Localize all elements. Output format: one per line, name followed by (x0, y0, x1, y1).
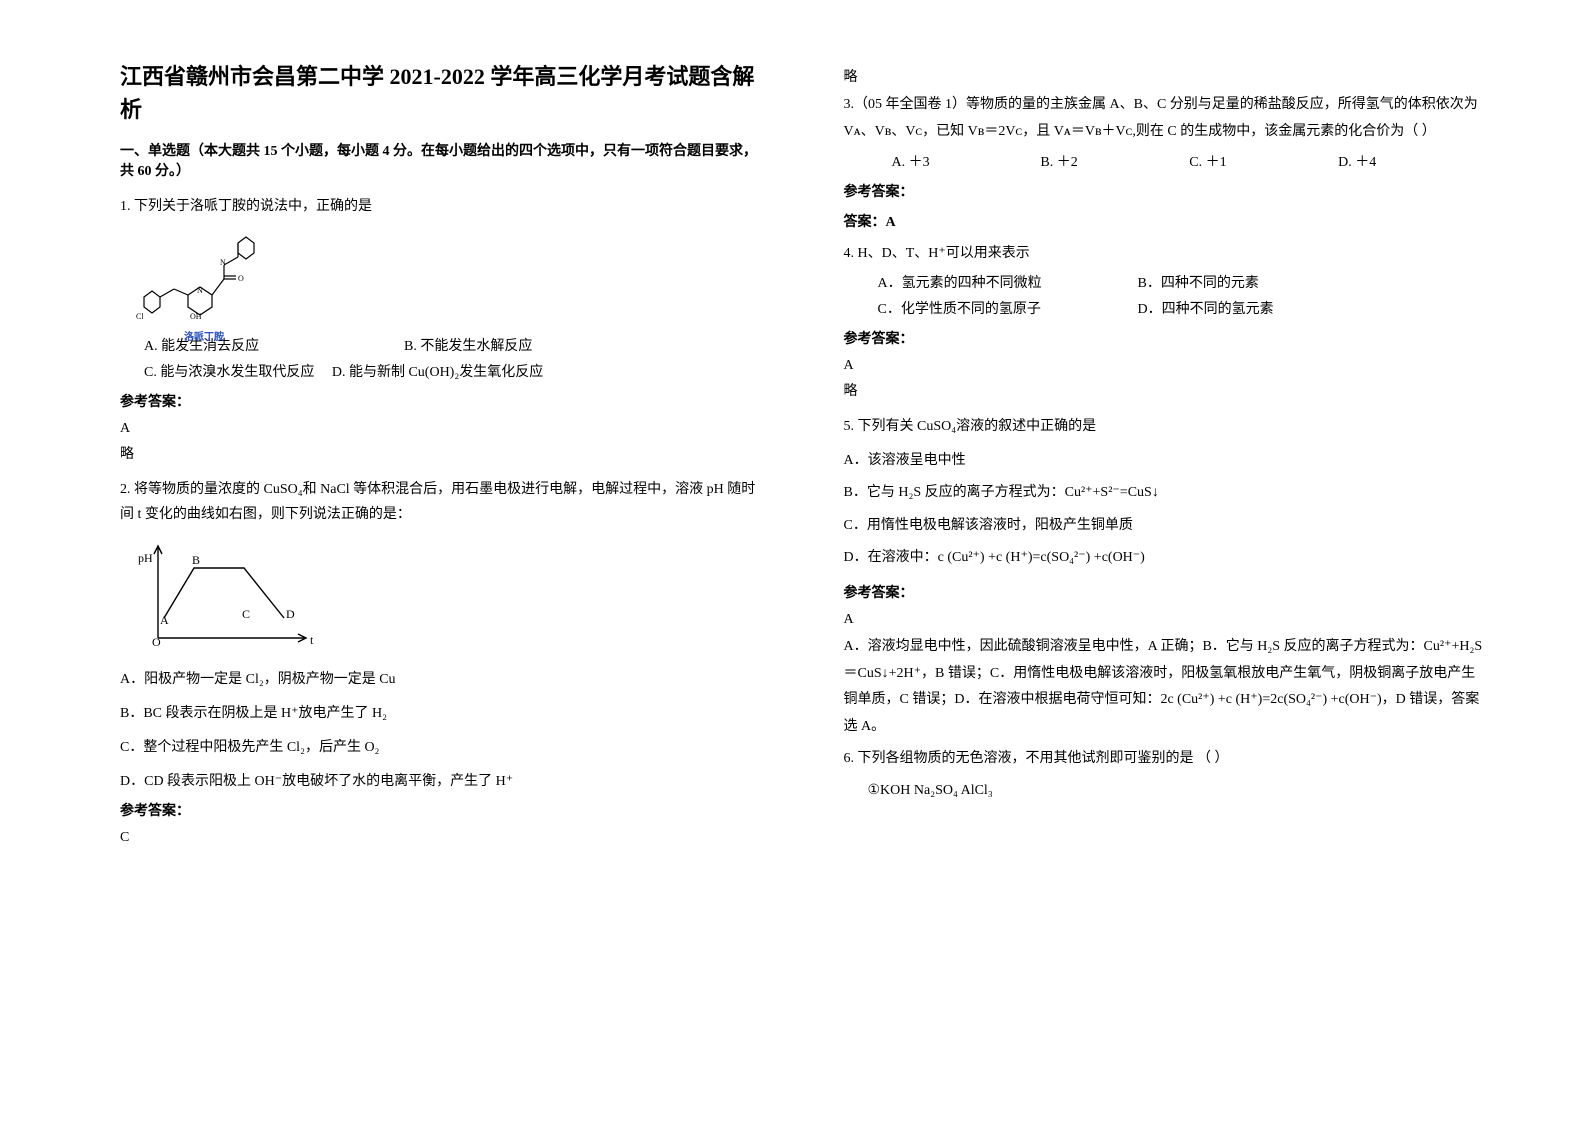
q2-chart: pH t O A B C D (134, 538, 324, 658)
q3-option-b: B. ＋2 (1040, 151, 1189, 171)
q1-answer: A (120, 421, 764, 437)
q5-answer: A (844, 612, 1488, 628)
q2-ref-label: 参考答案： (120, 800, 764, 820)
q1-omit: 略 (120, 443, 764, 463)
q1-stem: 1. 下列关于洛哌丁胺的说法中，正确的是 (120, 194, 764, 219)
q3-answer: 答案：A (844, 211, 1488, 231)
q3-ref-label: 参考答案： (844, 181, 1488, 201)
q2-option-c: C．整个过程中阳极先产生 Cl₂，后产生 O₂ (120, 736, 764, 756)
svg-text:C: C (242, 607, 250, 621)
svg-text:A: A (160, 613, 169, 627)
q5-option-b: B．它与 H₂S 反应的离子方程式为：Cu²⁺+S²⁻=CuS↓ (844, 480, 1488, 507)
svg-text:t: t (310, 633, 314, 647)
q4-option-a: A．氢元素的四种不同微粒 (878, 272, 1138, 292)
molecule-label: 洛哌丁胺 (134, 328, 274, 343)
q2-answer: C (120, 830, 764, 846)
q3-option-a: A. ＋3 (892, 151, 1041, 171)
q3-option-c: C. ＋1 (1189, 151, 1338, 171)
q4-omit: 略 (844, 380, 1488, 400)
q4-option-c: C．化学性质不同的氢原子 (878, 298, 1138, 318)
q4-ref-label: 参考答案： (844, 328, 1488, 348)
molecule-figure: N OH Cl N O 洛哌丁胺 (134, 229, 274, 329)
q2-omit: 略 (844, 66, 1488, 86)
q1-option-b: B. 不能发生水解反应 (404, 335, 664, 355)
q5-explain: A．溶液均显电中性，因此硫酸铜溶液呈电中性，A 正确；B．它与 H₂S 反应的离… (844, 634, 1488, 740)
q5-option-c: C．用惰性电极电解该溶液时，阳极产生铜单质 (844, 513, 1488, 540)
q6-stem: 6. 下列各组物质的无色溶液，不用其他试剂即可鉴别的是 （ ） (844, 746, 1488, 771)
svg-text:D: D (286, 607, 295, 621)
q5-option-a: A．该溶液呈电中性 (844, 448, 1488, 475)
q4-answer: A (844, 358, 1488, 374)
q4-option-b: B．四种不同的元素 (1138, 272, 1398, 292)
svg-text:O: O (152, 635, 161, 649)
q1-option-d: D. 能与新制 Cu(OH)₂发生氧化反应 (332, 365, 543, 380)
q5-ref-label: 参考答案： (844, 582, 1488, 602)
q2-option-b: B．BC 段表示在阴极上是 H⁺放电产生了 H₂ (120, 702, 764, 722)
svg-text:N: N (197, 286, 203, 295)
q5-stem: 5. 下列有关 CuSO₄溶液的叙述中正确的是 (844, 414, 1488, 439)
q3-option-d: D. ＋4 (1338, 151, 1487, 171)
section-heading: 一、单选题（本大题共 15 个小题，每小题 4 分。在每小题给出的四个选项中，只… (120, 140, 764, 180)
svg-text:N: N (220, 258, 226, 267)
svg-text:B: B (192, 553, 200, 567)
q2-option-a: A．阳极产物一定是 Cl₂，阴极产物一定是 Cu (120, 668, 764, 688)
page-title: 江西省赣州市会昌第二中学 2021-2022 学年高三化学月考试题含解析 (120, 60, 764, 126)
q5-option-d: D．在溶液中：c (Cu²⁺) +c (H⁺)=c(SO₄²⁻) +c(OH⁻) (844, 545, 1488, 572)
q1-ref-label: 参考答案： (120, 391, 764, 411)
q2-option-d: D．CD 段表示阳极上 OH⁻放电破坏了水的电离平衡，产生了 H⁺ (120, 770, 764, 790)
q3-stem: 3.（05 年全国卷 1）等物质的量的主族金属 A、B、C 分别与足量的稀盐酸反… (844, 92, 1488, 145)
svg-text:O: O (238, 274, 244, 283)
q1-option-c: C. 能与浓溴水发生取代反应 (144, 365, 314, 380)
svg-text:OH: OH (190, 312, 202, 319)
q4-stem: 4. H、D、T、H⁺可以用来表示 (844, 241, 1488, 266)
svg-text:pH: pH (138, 551, 153, 565)
svg-text:Cl: Cl (136, 312, 144, 319)
q2-stem: 2. 将等物质的量浓度的 CuSO₄和 NaCl 等体积混合后，用石墨电极进行电… (120, 477, 764, 527)
q4-option-d: D．四种不同的氢元素 (1138, 298, 1398, 318)
q6-opt1: ①KOH Na₂SO₄ AlCl₃ (844, 782, 1488, 799)
